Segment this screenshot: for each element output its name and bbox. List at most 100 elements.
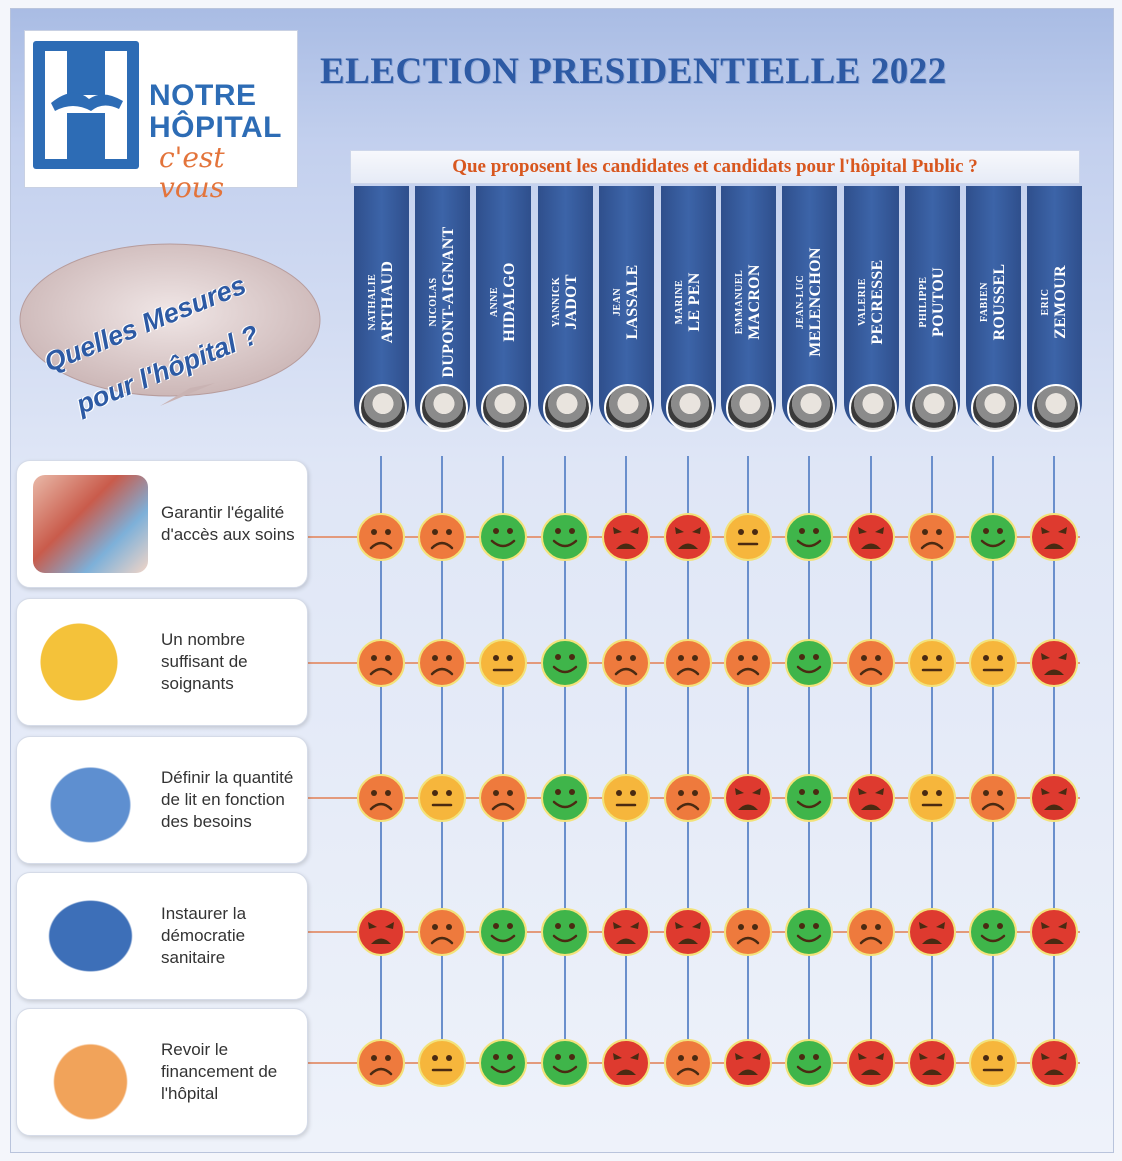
candidate-photo bbox=[481, 384, 529, 432]
angry-face-icon bbox=[664, 513, 712, 561]
sad-face-icon bbox=[908, 513, 956, 561]
candidate-header: NATHALIE ARTHAUD bbox=[354, 186, 409, 456]
angry-face-icon bbox=[1030, 639, 1078, 687]
happy-face-icon bbox=[785, 639, 833, 687]
candidate-header: NICOLAS DUPONT-AIGNANT bbox=[415, 186, 470, 456]
measure-card: Revoir le financement de l'hôpital bbox=[16, 1008, 308, 1136]
measure-label: Définir la quantité de lit en fonction d… bbox=[161, 768, 294, 831]
candidate-first-name: NICOLAS bbox=[427, 277, 439, 327]
happy-face-icon bbox=[479, 908, 527, 956]
candidate-name: NICOLAS DUPONT-AIGNANT bbox=[428, 195, 458, 409]
happy-face-icon bbox=[479, 1039, 527, 1087]
sad-face-icon bbox=[969, 774, 1017, 822]
measure-label: Instaurer la démocratie sanitaire bbox=[161, 904, 247, 967]
angry-face-icon bbox=[724, 774, 772, 822]
sad-face-icon bbox=[479, 774, 527, 822]
neutral-face-icon bbox=[418, 774, 466, 822]
angry-face-icon bbox=[664, 908, 712, 956]
candidate-last-name: MELENCHON bbox=[806, 247, 824, 357]
happy-face-icon bbox=[785, 1039, 833, 1087]
happy-face-icon bbox=[541, 513, 589, 561]
neutral-face-icon bbox=[418, 1039, 466, 1087]
angry-face-icon bbox=[724, 1039, 772, 1087]
angry-face-icon bbox=[602, 513, 650, 561]
subtitle-bar: Que proposent les candidates et candidat… bbox=[350, 150, 1080, 184]
candidate-header: ANNE HIDALGO bbox=[476, 186, 531, 456]
angry-face-icon bbox=[602, 1039, 650, 1087]
angry-face-icon bbox=[908, 908, 956, 956]
candidate-header: VALERIE PECRESSE bbox=[844, 186, 899, 456]
measure-illustration bbox=[33, 887, 148, 985]
measure-card: Un nombre suffisant de soignants bbox=[16, 598, 308, 726]
angry-face-icon bbox=[602, 908, 650, 956]
candidate-name: YANNICK JADOT bbox=[551, 195, 581, 409]
happy-face-icon bbox=[541, 908, 589, 956]
angry-face-icon bbox=[847, 1039, 895, 1087]
measure-label: Un nombre suffisant de soignants bbox=[161, 630, 248, 693]
angry-face-icon bbox=[847, 513, 895, 561]
candidate-name: FABIEN ROUSSEL bbox=[979, 195, 1009, 409]
angry-face-icon bbox=[908, 1039, 956, 1087]
sad-face-icon bbox=[357, 639, 405, 687]
angry-face-icon bbox=[1030, 513, 1078, 561]
candidate-header: PHILIPPE POUTOU bbox=[905, 186, 960, 456]
measure-card: Garantir l'égalité d'accès aux soins bbox=[16, 460, 308, 588]
candidate-photo bbox=[849, 384, 897, 432]
neutral-face-icon bbox=[724, 513, 772, 561]
candidate-first-name: NATHALIE bbox=[366, 273, 378, 331]
candidate-name: ANNE HIDALGO bbox=[489, 195, 519, 409]
sad-face-icon bbox=[664, 774, 712, 822]
candidate-first-name: ERIC bbox=[1039, 288, 1051, 316]
candidate-first-name: MARINE bbox=[673, 279, 685, 325]
hospital-h-icon bbox=[33, 41, 139, 169]
measure-illustration bbox=[33, 751, 148, 849]
subtitle: Que proposent les candidates et candidat… bbox=[452, 156, 978, 177]
candidate-photo bbox=[359, 384, 407, 432]
happy-face-icon bbox=[785, 513, 833, 561]
measure-card: Définir la quantité de lit en fonction d… bbox=[16, 736, 308, 864]
candidate-last-name: ROUSSEL bbox=[990, 263, 1008, 341]
candidate-name: ERIC ZEMOUR bbox=[1040, 195, 1070, 409]
candidate-last-name: ARTHAUD bbox=[378, 260, 396, 344]
angry-face-icon bbox=[1030, 1039, 1078, 1087]
sad-face-icon bbox=[664, 1039, 712, 1087]
column-connector-line bbox=[1053, 456, 1055, 1066]
candidate-header: ERIC ZEMOUR bbox=[1027, 186, 1082, 456]
neutral-face-icon bbox=[969, 1039, 1017, 1087]
candidate-last-name: JADOT bbox=[562, 274, 580, 330]
column-connector-line bbox=[564, 456, 566, 1066]
column-connector-line bbox=[380, 456, 382, 1066]
candidate-header: JEAN LASSALE bbox=[599, 186, 654, 456]
candidate-last-name: LE PEN bbox=[685, 272, 703, 332]
neutral-face-icon bbox=[479, 639, 527, 687]
sad-face-icon bbox=[418, 513, 466, 561]
column-connector-line bbox=[931, 456, 933, 1066]
candidate-name: NATHALIE ARTHAUD bbox=[367, 195, 397, 409]
candidate-last-name: MACRON bbox=[745, 264, 763, 340]
column-connector-line bbox=[992, 456, 994, 1066]
angry-face-icon bbox=[847, 774, 895, 822]
column-connector-line bbox=[625, 456, 627, 1066]
logo-text-notre: NOTRE bbox=[149, 79, 257, 112]
candidate-last-name: ZEMOUR bbox=[1051, 265, 1069, 339]
candidate-last-name: POUTOU bbox=[929, 267, 947, 337]
sad-face-icon bbox=[418, 639, 466, 687]
candidate-last-name: DUPONT-AIGNANT bbox=[439, 226, 457, 378]
measure-card: Instaurer la démocratie sanitaire bbox=[16, 872, 308, 1000]
speech-bubble bbox=[19, 243, 321, 406]
sad-face-icon bbox=[357, 513, 405, 561]
column-connector-line bbox=[441, 456, 443, 1066]
candidate-photo bbox=[666, 384, 714, 432]
candidate-name: JEAN LASSALE bbox=[612, 195, 642, 409]
angry-face-icon bbox=[357, 908, 405, 956]
sad-face-icon bbox=[357, 774, 405, 822]
candidate-header: MARINE LE PEN bbox=[661, 186, 716, 456]
candidate-first-name: JEAN bbox=[611, 287, 623, 317]
happy-face-icon bbox=[969, 908, 1017, 956]
candidate-first-name: EMMANUEL bbox=[733, 269, 745, 335]
candidate-photo bbox=[543, 384, 591, 432]
candidate-header: FABIEN ROUSSEL bbox=[966, 186, 1021, 456]
logo: NOTRE HÔPITAL c'est vous bbox=[24, 30, 298, 203]
candidate-first-name: PHILIPPE bbox=[917, 276, 929, 328]
page-title: ELECTION PRESIDENTIELLE 2022 bbox=[320, 51, 947, 92]
